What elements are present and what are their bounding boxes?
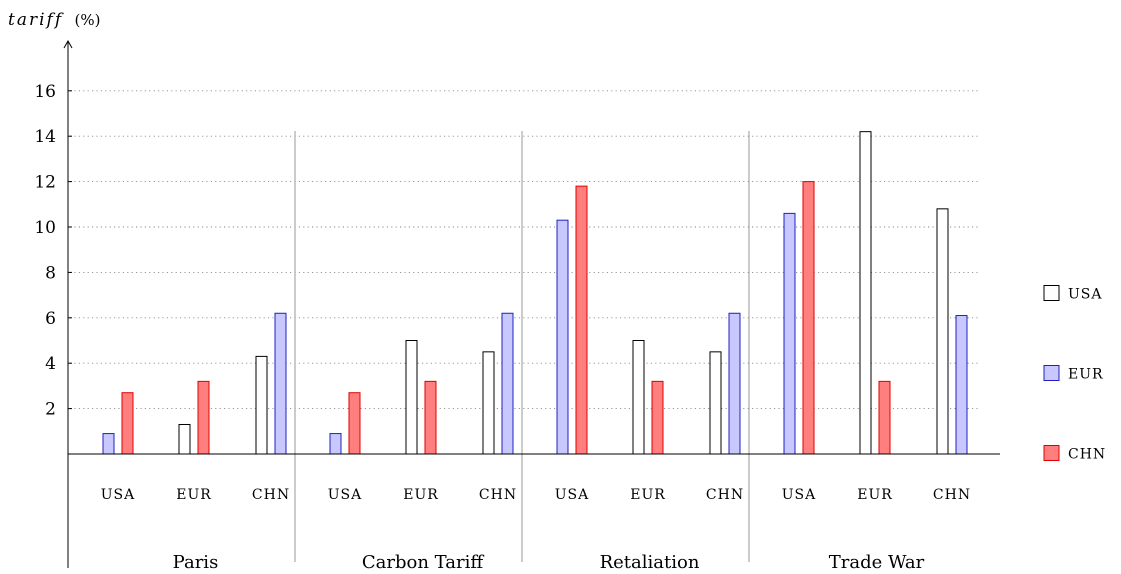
bar-chn bbox=[575, 185, 588, 455]
bar-eur bbox=[556, 219, 569, 455]
bar-eur bbox=[329, 433, 342, 455]
bar-eur bbox=[783, 212, 796, 455]
y-tick-label: 16 bbox=[34, 82, 56, 102]
cluster-label: EUR bbox=[630, 487, 666, 503]
legend: USA EUR CHN bbox=[1043, 285, 1106, 463]
y-tick-label: 8 bbox=[45, 263, 56, 283]
y-axis-title: tariff (%) bbox=[8, 10, 101, 30]
bar-usa bbox=[632, 340, 645, 455]
cluster-label: EUR bbox=[176, 487, 212, 503]
bar-usa bbox=[859, 131, 872, 455]
y-axis-unit: (%) bbox=[75, 11, 101, 29]
cluster-label: EUR bbox=[857, 487, 893, 503]
legend-swatch-usa bbox=[1043, 285, 1060, 301]
legend-label-chn: CHN bbox=[1068, 447, 1106, 463]
bar-usa bbox=[482, 351, 495, 455]
bar-eur bbox=[102, 433, 115, 455]
scenario-label: Retaliation bbox=[600, 552, 700, 573]
bar-eur bbox=[274, 312, 287, 455]
bar-chn bbox=[651, 380, 664, 455]
bar-chn bbox=[348, 392, 361, 455]
y-tick-label: 2 bbox=[45, 400, 56, 420]
cluster-label: USA bbox=[101, 487, 136, 503]
y-tick-label: 4 bbox=[45, 354, 56, 374]
cluster-label: CHN bbox=[933, 487, 971, 503]
bar-usa bbox=[178, 423, 191, 455]
bar-usa bbox=[405, 340, 418, 455]
y-tick-label: 10 bbox=[34, 218, 56, 238]
bar-eur bbox=[955, 315, 968, 455]
legend-swatch-chn bbox=[1043, 445, 1060, 461]
bar-usa bbox=[936, 208, 949, 455]
bar-usa bbox=[255, 355, 268, 455]
legend-label-usa: USA bbox=[1068, 287, 1103, 303]
bar-eur bbox=[501, 312, 514, 455]
y-tick-label: 12 bbox=[34, 173, 56, 193]
y-tick-label: 6 bbox=[45, 309, 56, 329]
scenario-separators bbox=[294, 131, 750, 562]
y-axis-arrow-icon bbox=[63, 39, 73, 49]
cluster-label: EUR bbox=[403, 487, 439, 503]
y-tick-labels: 2 4 6 8 10 12 14 16 bbox=[34, 82, 56, 420]
y-tick-label: 14 bbox=[34, 127, 56, 147]
bar-chn bbox=[802, 181, 815, 455]
scenario-label: Carbon Tariff bbox=[362, 552, 484, 573]
bar-chn bbox=[121, 392, 134, 455]
legend-swatch-eur bbox=[1043, 365, 1060, 381]
bar-chn bbox=[197, 380, 210, 455]
bar-eur bbox=[728, 312, 741, 455]
category-labels: USA EUR CHN Paris USA EUR CHN Carbon Tariff USA E… bbox=[101, 487, 971, 573]
bar-chn bbox=[878, 380, 891, 455]
bar-chn bbox=[424, 380, 437, 455]
cluster-label: CHN bbox=[479, 487, 517, 503]
cluster-label: USA bbox=[328, 487, 363, 503]
grid-lines bbox=[68, 90, 980, 410]
scenario-label: Trade War bbox=[829, 552, 925, 573]
legend-label-eur: EUR bbox=[1068, 367, 1104, 383]
axes: tariff (%) bbox=[8, 10, 1000, 568]
cluster-label: CHN bbox=[252, 487, 290, 503]
cluster-label: USA bbox=[782, 487, 817, 503]
bar-usa bbox=[709, 351, 722, 455]
cluster-label: USA bbox=[555, 487, 590, 503]
scenario-label: Paris bbox=[173, 552, 219, 573]
cluster-label: CHN bbox=[706, 487, 744, 503]
y-axis-variable: tariff bbox=[8, 10, 64, 30]
bars bbox=[102, 131, 968, 455]
